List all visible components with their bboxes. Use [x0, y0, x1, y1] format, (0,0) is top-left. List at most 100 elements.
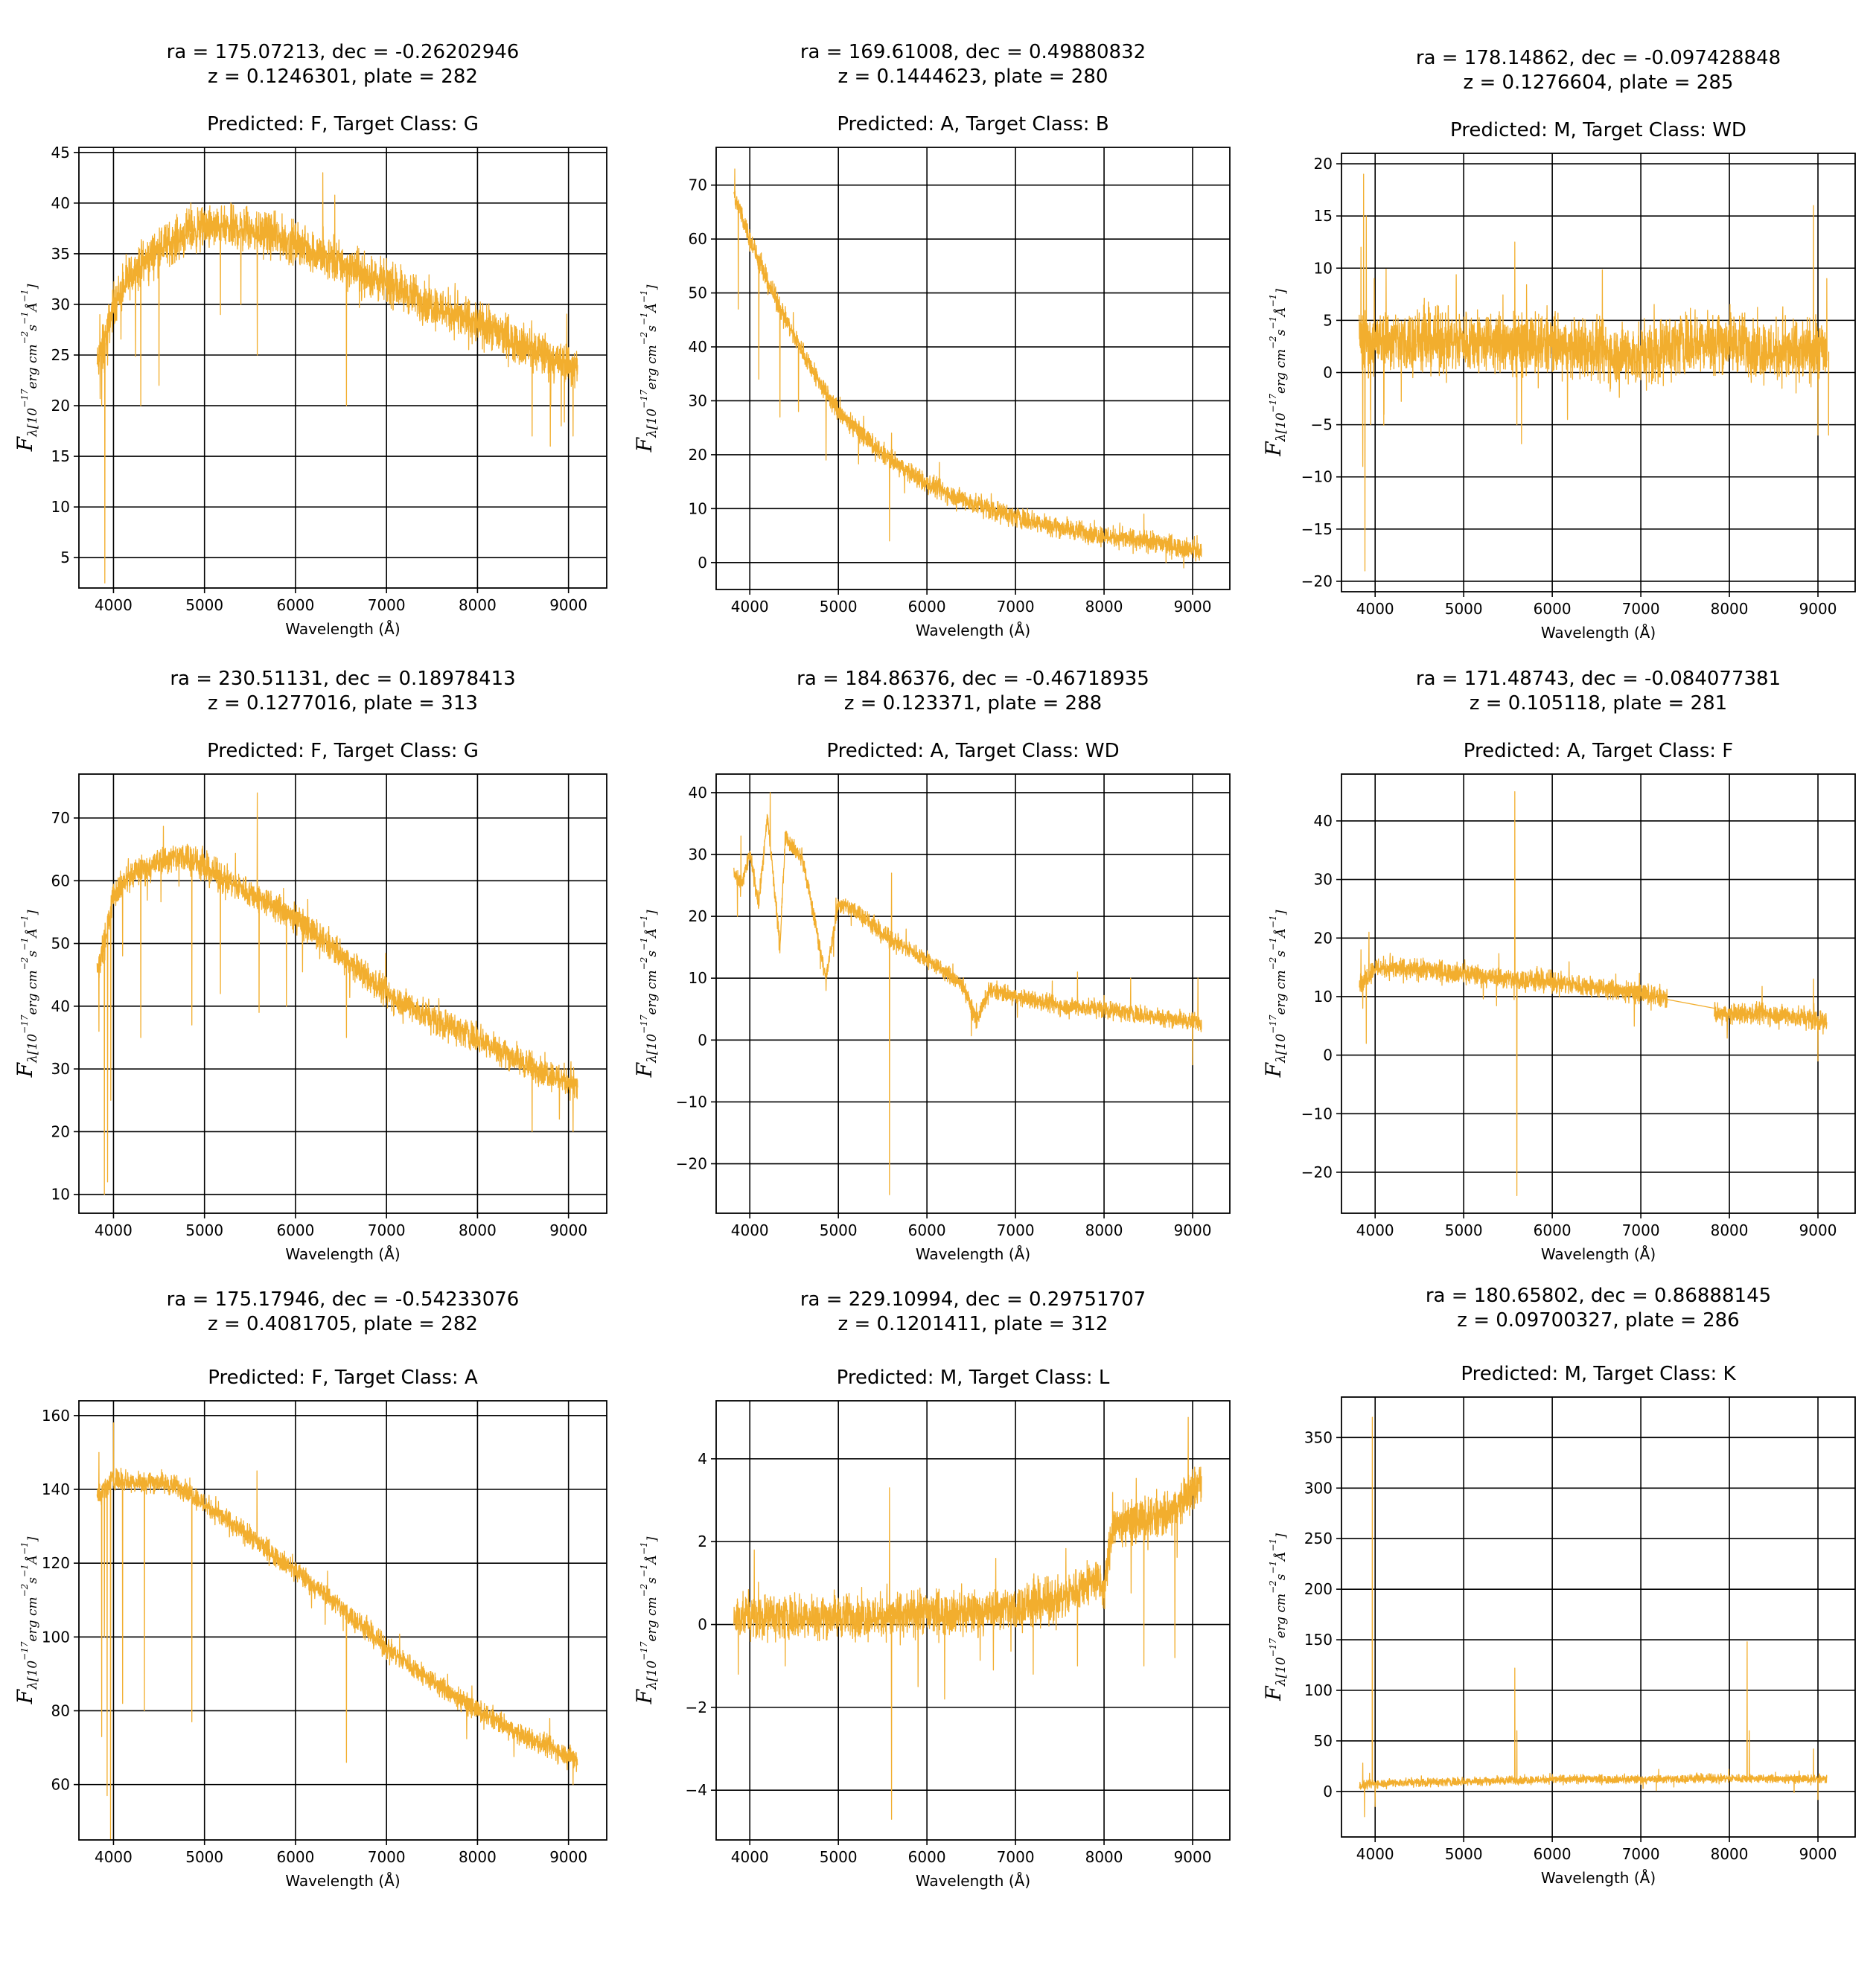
y-tick-label: 20	[1314, 155, 1333, 173]
ylabel-s: s	[645, 1577, 660, 1584]
panel-title-line2: z = 0.4081705, plate = 282	[208, 1313, 478, 1335]
spectrum-spike	[220, 877, 221, 994]
ylabel-sub: λ[10	[645, 1661, 660, 1690]
ylabel-exp2: −2	[19, 1584, 30, 1597]
y-tick-label: 0	[698, 554, 707, 572]
y-tick-label: 30	[51, 295, 70, 313]
spectrum-spike	[572, 1084, 574, 1133]
spectrum-spike	[103, 1488, 106, 1637]
y-tick-label: 50	[689, 284, 707, 302]
spectrum-spike	[1362, 173, 1365, 342]
x-tick-label: 4000	[731, 1221, 769, 1239]
y-tick-label: 40	[51, 997, 70, 1015]
y-tick-label: −15	[1301, 520, 1333, 538]
spectrum-clip	[96, 172, 578, 584]
x-axis-label: Wavelength (Å)	[1541, 624, 1656, 642]
y-tick-label: 140	[42, 1480, 70, 1498]
x-tick-label: 8000	[1085, 1221, 1123, 1239]
ylabel-angstrom: Å	[1273, 928, 1289, 939]
spectrum-line	[733, 814, 1202, 1037]
panel-title-line3: Predicted: A, Target Class: F	[1464, 740, 1733, 762]
x-tick-label: 6000	[908, 598, 946, 616]
ylabel-exp1: −17	[639, 1641, 649, 1661]
y-axis-label: Fλ[10−17erg cm−2s−1Å−1]	[13, 1536, 40, 1704]
x-tick-label: 6000	[276, 596, 314, 614]
spectrum-spike	[109, 1481, 112, 1840]
ylabel-angstrom: Å	[1273, 307, 1289, 317]
ylabel-mid: erg cm	[645, 1597, 660, 1641]
spectrum-spike	[560, 362, 562, 426]
x-tick-label: 4000	[1356, 1221, 1394, 1239]
ylabel-exp4: −1	[639, 290, 649, 303]
x-tick-label: 7000	[997, 1848, 1035, 1866]
x-tick-label: 9000	[1174, 1221, 1212, 1239]
y-axis-label: Fλ[10−17erg cm−2s−1Å−1]	[632, 910, 660, 1078]
spectrum-spike	[572, 367, 574, 437]
panel-title-line3: Predicted: A, Target Class: B	[837, 113, 1108, 135]
spectrum-spike	[103, 943, 106, 1195]
y-tick-label: −20	[676, 1155, 707, 1173]
y-tick-label: 0	[698, 1031, 707, 1049]
spectrum-spike	[1187, 1416, 1189, 1497]
ylabel-end: ]	[645, 910, 660, 916]
spectrum-spike	[345, 266, 348, 406]
x-tick-label: 9000	[1799, 1221, 1837, 1239]
y-tick-label: −5	[1311, 416, 1333, 434]
x-tick-label: 4000	[1356, 600, 1394, 618]
ylabel-exp1: −17	[1268, 1638, 1278, 1658]
ylabel-s: s	[1274, 1573, 1289, 1580]
spectrum-spike	[144, 1482, 145, 1712]
axes-frame	[715, 1400, 1231, 1841]
panel-title-line1: ra = 230.51131, dec = 0.18978413	[170, 668, 515, 690]
y-tick-label: 350	[1304, 1428, 1333, 1446]
spectrum-clip	[1359, 790, 1828, 1197]
ylabel-exp4: −1	[19, 915, 30, 928]
panel-title-line1: ra = 175.17946, dec = -0.54233076	[167, 1288, 520, 1311]
ylabel-sub: λ[10	[25, 408, 40, 438]
x-tick-label: 7000	[997, 598, 1035, 616]
ylabel-end: ]	[25, 1536, 40, 1542]
ylabel-sub: λ[10	[645, 1034, 660, 1064]
y-axis-label: Fλ[10−17erg cm−2s−1Å−1]	[1261, 289, 1289, 457]
ylabel-s: s	[645, 950, 660, 957]
ylabel-exp3: −1	[639, 1564, 649, 1577]
x-axis-label: Wavelength (Å)	[916, 1872, 1030, 1890]
spectrum-spike	[1813, 978, 1814, 1020]
spectrum-spike	[98, 1451, 100, 1495]
y-axis-label: Fλ[10−17erg cm−2s−1Å−1]	[1261, 1533, 1289, 1701]
ylabel-exp4: −1	[1268, 915, 1278, 928]
x-axis-label: Wavelength (Å)	[285, 1245, 400, 1263]
ylabel-main: F	[632, 1688, 657, 1704]
x-tick-label: 8000	[1711, 1845, 1749, 1863]
ylabel-exp1: −17	[639, 389, 649, 409]
panel-title-line1: ra = 169.61008, dec = 0.49880832	[800, 41, 1146, 63]
spectrum-spike	[890, 432, 893, 461]
ylabel-end: ]	[645, 284, 660, 290]
panel-title-line1: ra = 175.07213, dec = -0.26202946	[167, 41, 520, 63]
x-tick-label: 5000	[185, 596, 223, 614]
ylabel-main: F	[632, 436, 657, 453]
y-tick-label: 160	[42, 1407, 70, 1425]
spectrum-line	[96, 825, 578, 1101]
panel-title-line1: ra = 171.48743, dec = -0.084077381	[1416, 668, 1781, 690]
ylabel-main: F	[1261, 1061, 1286, 1078]
spectrum-spike	[572, 1758, 574, 1786]
spectrum-spike	[106, 330, 109, 366]
x-tick-label: 5000	[185, 1221, 223, 1239]
y-tick-label: −10	[1301, 1105, 1333, 1122]
spectrum-spike	[1362, 341, 1364, 467]
spectrum-spike	[322, 172, 324, 256]
spectrum-spike	[1516, 344, 1518, 426]
y-tick-label: 30	[51, 1060, 70, 1078]
x-axis-label: Wavelength (Å)	[916, 1245, 1030, 1263]
spectrum-spike	[1196, 534, 1198, 551]
ylabel-exp3: −1	[639, 312, 649, 325]
ylabel-exp4: −1	[639, 915, 649, 928]
spectrum-clip	[733, 1416, 1202, 1820]
ylabel-main: F	[1261, 1685, 1286, 1701]
y-tick-label: 2	[698, 1533, 707, 1550]
spectrum-spike	[1368, 931, 1370, 974]
